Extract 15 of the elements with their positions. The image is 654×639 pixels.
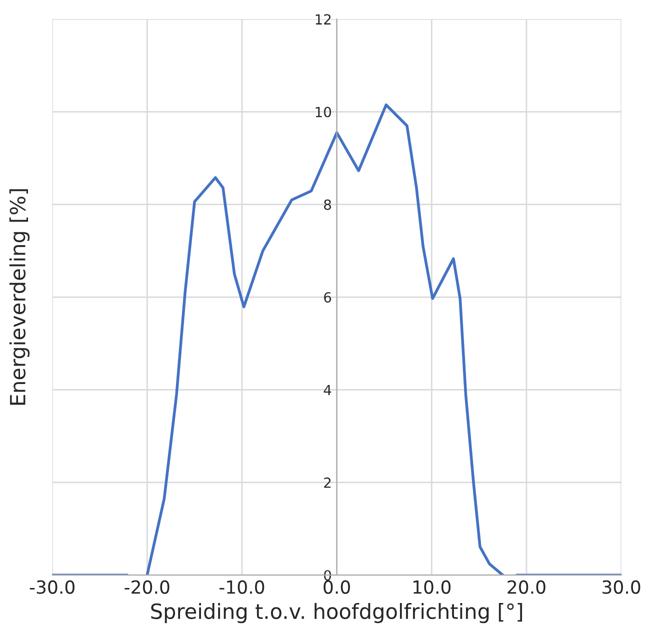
y-tick-label: 8 (324, 199, 331, 210)
x-tick-label: -30.0 (30, 580, 74, 594)
y-tick-label: 4 (324, 384, 332, 396)
x-axis-title: Spreiding t.o.v. hoofdgolfrichting [°] (151, 602, 522, 624)
y-tick-label: 6 (324, 292, 332, 303)
y-tick-label: 10 (316, 106, 332, 118)
y-tick-label: 2 (324, 477, 331, 488)
x-tick-label: -20.0 (124, 580, 170, 594)
x-tick-label: 30.0 (602, 580, 640, 594)
x-tick-label: 0.0 (324, 580, 350, 594)
y-axis-title: Energieverdeling [%] (9, 189, 30, 405)
x-tick-label: -10.0 (220, 580, 264, 594)
x-tick-label: 10.0 (414, 580, 451, 594)
x-tick-label: 20.0 (508, 580, 546, 594)
y-tick-label: 12 (316, 14, 331, 24)
